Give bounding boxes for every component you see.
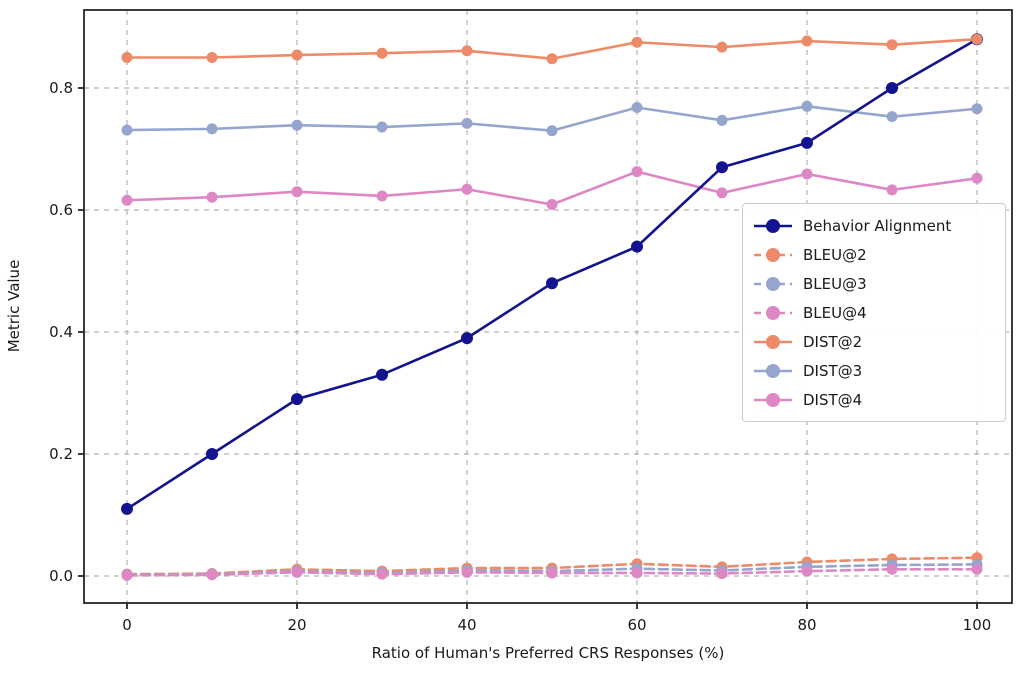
data-point-dist-3 — [461, 117, 473, 129]
y-tick-label: 0.2 — [49, 445, 73, 463]
legend-line-sample — [754, 276, 792, 291]
legend-label: BLEU@4 — [803, 303, 867, 322]
data-point-behavior-alignment — [716, 161, 728, 174]
data-point-dist-4 — [121, 194, 133, 206]
data-point-behavior-alignment — [546, 277, 558, 290]
data-point-bleu-4 — [801, 565, 813, 577]
data-point-bleu-4 — [546, 567, 558, 579]
data-point-dist-3 — [801, 100, 813, 112]
data-point-dist-3 — [546, 125, 558, 137]
data-point-behavior-alignment — [801, 136, 813, 149]
data-point-bleu-4 — [376, 568, 388, 580]
legend-label: BLEU@2 — [803, 245, 867, 264]
y-tick-label: 0.8 — [49, 79, 73, 97]
x-tick-label: 40 — [457, 616, 476, 634]
legend-line-sample — [754, 305, 792, 320]
legend-label: DIST@3 — [803, 361, 863, 380]
data-point-dist-4 — [801, 168, 813, 180]
legend-item-bleu-3: BLEU@3 — [753, 269, 995, 298]
data-point-dist-4 — [971, 172, 983, 184]
y-tick-label: 0.6 — [49, 201, 73, 219]
legend-marker-icon — [766, 392, 780, 407]
legend-marker-icon — [766, 247, 780, 262]
data-point-bleu-4 — [461, 566, 473, 578]
legend-line-sample — [754, 392, 792, 407]
data-point-dist-3 — [631, 102, 643, 114]
y-tick-label: 0.0 — [49, 567, 73, 585]
x-tick-label: 100 — [963, 616, 992, 634]
data-point-behavior-alignment — [206, 448, 218, 460]
data-point-dist-2 — [546, 53, 558, 65]
legend-label: DIST@2 — [803, 332, 863, 351]
legend-marker-icon — [766, 305, 780, 320]
legend-item-behavior-alignment: Behavior Alignment — [753, 211, 995, 240]
legend-item-dist-4: DIST@4 — [753, 385, 995, 414]
data-point-dist-2 — [461, 45, 473, 57]
data-point-dist-4 — [716, 187, 728, 199]
data-point-behavior-alignment — [886, 82, 898, 94]
x-tick-label: 20 — [287, 616, 306, 634]
data-point-dist-4 — [631, 166, 643, 178]
data-point-behavior-alignment — [631, 240, 643, 253]
plot-border — [83, 9, 1013, 604]
data-point-dist-3 — [206, 123, 218, 135]
x-axis-label: Ratio of Human's Preferred CRS Responses… — [371, 644, 725, 662]
data-point-dist-2 — [291, 49, 303, 61]
data-point-behavior-alignment — [461, 332, 473, 345]
data-point-dist-3 — [376, 121, 388, 133]
data-point-dist-2 — [801, 35, 813, 47]
data-point-dist-2 — [971, 33, 983, 45]
data-point-bleu-4 — [716, 568, 728, 580]
x-tick-label: 60 — [627, 616, 646, 634]
data-point-dist-2 — [376, 47, 388, 59]
legend: Behavior Alignment BLEU@2 BLEU@3 BLEU@4 DIST… — [742, 203, 1006, 422]
legend-label: Behavior Alignment — [803, 216, 952, 235]
data-point-dist-2 — [206, 52, 218, 63]
x-tick-label: 80 — [797, 616, 816, 634]
data-point-dist-3 — [886, 111, 898, 123]
y-axis-label: Metric Value — [5, 259, 23, 353]
data-point-bleu-4 — [971, 563, 983, 575]
legend-line-sample — [754, 218, 792, 233]
data-point-dist-4 — [546, 199, 558, 211]
legend-item-dist-2: DIST@2 — [753, 327, 995, 356]
data-point-dist-3 — [291, 119, 303, 131]
data-point-dist-4 — [206, 191, 218, 203]
legend-line-sample — [754, 334, 792, 349]
legend-item-bleu-4: BLEU@4 — [753, 298, 995, 327]
data-point-bleu-4 — [631, 567, 643, 579]
data-point-bleu-4 — [121, 569, 133, 581]
data-point-behavior-alignment — [376, 368, 388, 381]
data-point-dist-2 — [631, 36, 643, 48]
data-point-bleu-4 — [886, 563, 898, 575]
data-point-dist-4 — [461, 183, 473, 195]
data-point-dist-4 — [291, 186, 303, 198]
legend-marker-icon — [766, 363, 780, 378]
data-point-dist-3 — [716, 114, 728, 126]
legend-marker-icon — [766, 218, 780, 233]
data-point-dist-2 — [121, 52, 133, 63]
data-point-dist-2 — [886, 39, 898, 51]
data-point-dist-4 — [886, 184, 898, 196]
data-point-behavior-alignment — [121, 502, 133, 515]
data-point-dist-3 — [971, 103, 983, 115]
legend-marker-icon — [766, 334, 780, 349]
data-point-bleu-4 — [206, 569, 218, 581]
legend-item-dist-3: DIST@3 — [753, 356, 995, 385]
data-point-behavior-alignment — [291, 393, 303, 406]
data-point-dist-2 — [716, 41, 728, 53]
legend-marker-icon — [766, 276, 780, 291]
legend-label: BLEU@3 — [803, 274, 867, 293]
y-tick-label: 0.4 — [49, 323, 73, 341]
x-tick-label: 0 — [122, 616, 132, 634]
legend-line-sample — [754, 247, 792, 262]
legend-line-sample — [754, 363, 792, 378]
data-point-dist-3 — [121, 124, 133, 136]
legend-label: DIST@4 — [803, 390, 863, 409]
data-point-dist-4 — [376, 190, 388, 202]
legend-item-bleu-2: BLEU@2 — [753, 240, 995, 269]
data-point-bleu-4 — [291, 566, 303, 578]
